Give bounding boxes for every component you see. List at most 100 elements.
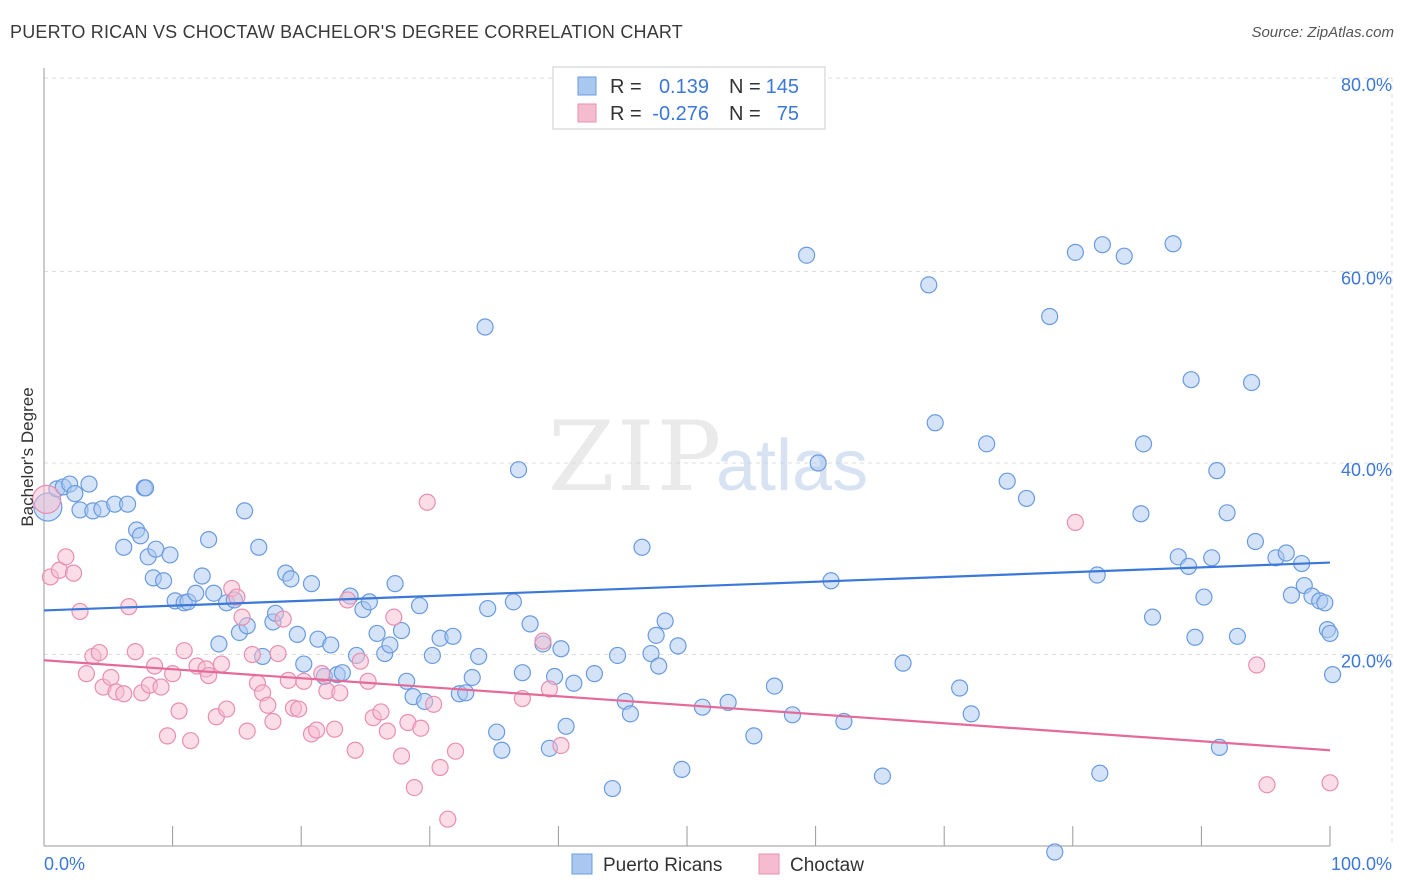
puerto-rican-point	[647, 626, 665, 644]
puerto-rican-point	[920, 276, 938, 294]
choctaw-point	[308, 721, 326, 739]
puerto-rican-point	[962, 705, 980, 723]
choctaw-point	[71, 602, 89, 621]
x-tick-label-max: 100.0%	[1331, 854, 1392, 874]
puerto-rican-point	[250, 538, 268, 556]
puerto-rican-point	[873, 767, 892, 785]
puerto-rican-point	[295, 655, 313, 673]
x-tick-label-min: 0.0%	[44, 854, 85, 874]
y-tick-label-60: 60.0%	[1341, 269, 1392, 289]
choctaw-point	[326, 720, 344, 738]
puerto-rican-point	[809, 454, 827, 472]
source-label: Source: ZipAtlas.com	[1251, 24, 1394, 41]
puerto-rican-point	[1132, 505, 1150, 523]
puerto-rican-point	[131, 527, 150, 545]
puerto-rican-point	[673, 760, 691, 779]
watermark-zip: ZIP	[548, 401, 723, 513]
puerto-rican-point	[1195, 588, 1213, 606]
puerto-rican-point	[1242, 373, 1261, 392]
puerto-rican-point	[797, 246, 816, 264]
puerto-rican-point	[894, 654, 912, 672]
puerto-rican-point	[381, 636, 399, 654]
puerto-rican-point	[745, 727, 763, 745]
puerto-rican-point	[1321, 624, 1339, 643]
puerto-rican-point	[302, 575, 321, 593]
puerto-rican-point	[1041, 307, 1059, 326]
puerto-rican-point	[288, 625, 306, 643]
puerto-rican-point	[998, 472, 1016, 490]
watermark-atlas: atlas	[716, 426, 868, 506]
puerto-rican-point	[476, 318, 494, 336]
choctaw-point	[228, 588, 246, 606]
puerto-rican-point	[1208, 462, 1226, 480]
puerto-rican-point	[1115, 247, 1133, 265]
puerto-rican-point	[1164, 235, 1182, 253]
puerto-rican-point	[1218, 504, 1236, 522]
puerto-rican-point	[200, 530, 218, 549]
choctaw-point	[115, 685, 133, 703]
choctaw-point	[238, 722, 256, 740]
choctaw-point	[425, 695, 443, 713]
y-axis-title: Bachelor's Degree	[18, 387, 37, 526]
choctaw-point	[264, 712, 282, 731]
puerto-rican-point	[360, 593, 378, 611]
legend-r-value-2: -0.276	[652, 103, 709, 125]
choctaw-point	[279, 671, 297, 689]
choctaw-point	[1258, 776, 1276, 794]
puerto-rican-point	[1046, 843, 1064, 861]
bottom-legend-swatch-pink	[758, 853, 780, 875]
puerto-rican-point	[463, 668, 481, 687]
puerto-rican-point	[1182, 371, 1200, 389]
legend-swatch-pink	[577, 103, 597, 123]
choctaw-point	[439, 810, 457, 828]
choctaw-point	[243, 645, 261, 664]
puerto-rican-point	[1091, 764, 1109, 782]
choctaw-point	[412, 719, 430, 737]
puerto-rican-point	[1186, 628, 1204, 646]
series-legend: Puerto Ricans Choctaw	[571, 853, 864, 876]
choctaw-point	[372, 703, 390, 721]
watermark: ZIP atlas	[548, 401, 868, 513]
puerto-rican-point	[333, 664, 351, 682]
puerto-rican-point	[154, 572, 173, 590]
choctaw-point	[418, 493, 436, 511]
choctaw-point	[170, 702, 188, 720]
puerto-rican-point	[926, 414, 944, 432]
axes	[43, 68, 1331, 847]
puerto-rican-point	[386, 575, 404, 593]
puerto-rican-point	[1203, 549, 1221, 567]
y-tick-label-40: 40.0%	[1341, 460, 1392, 480]
puerto-rican-point	[488, 723, 506, 741]
puerto-rican-point	[1134, 435, 1153, 453]
choctaw-point	[102, 668, 120, 687]
puerto-rican-point	[457, 684, 475, 702]
puerto-rican-point	[118, 495, 137, 513]
y-tick-label-80: 80.0%	[1341, 75, 1392, 95]
puerto-rican-point	[1323, 666, 1342, 684]
choctaw-point	[126, 643, 144, 661]
puerto-rican-point	[205, 584, 223, 602]
choctaw-point	[295, 672, 313, 690]
choctaw-point	[152, 678, 170, 696]
choctaw-point	[405, 778, 423, 797]
puerto-rican-point	[1066, 243, 1084, 261]
tick-labels: 20.0% 40.0% 60.0% 80.0% 0.0% 100.0%	[44, 75, 1392, 874]
puerto-rican-point	[633, 538, 651, 556]
y-tick-label-20: 20.0%	[1341, 652, 1392, 672]
correlation-legend: R = 0.139 N = 145 R = -0.276 N = 75	[552, 66, 826, 130]
choctaw-point	[1248, 656, 1266, 674]
choctaw-point	[77, 665, 96, 683]
puerto-rican-point	[470, 647, 488, 666]
puerto-rican-point	[765, 677, 784, 695]
puerto-rican-point	[80, 475, 98, 493]
puerto-rican-point	[1246, 532, 1265, 551]
choctaw-point	[218, 700, 236, 718]
choctaw-point	[200, 666, 218, 685]
puerto-rican-point	[136, 479, 155, 497]
puerto-rican-point	[509, 461, 528, 479]
trend-lines	[43, 561, 1331, 752]
puerto-rican-point	[521, 615, 539, 633]
series-puerto-ricans	[33, 235, 1342, 861]
puerto-rican-point	[479, 599, 497, 618]
choctaw-point	[378, 722, 396, 740]
